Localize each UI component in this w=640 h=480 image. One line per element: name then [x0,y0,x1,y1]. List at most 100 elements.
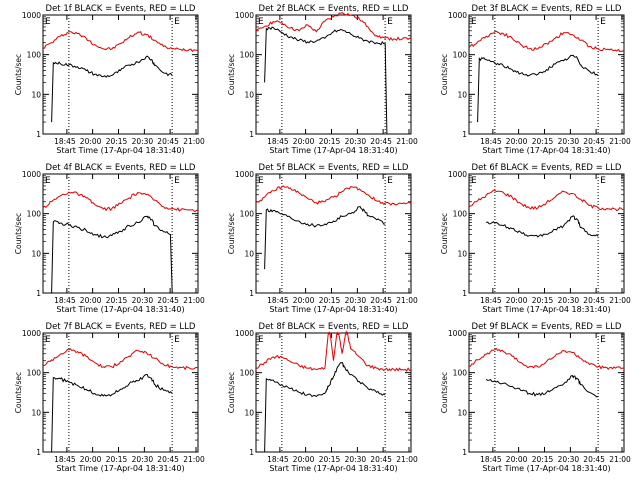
x-tick-label: 21:00 [183,137,205,146]
x-tick-label: 21:00 [183,296,205,305]
x-tick-label: 20:15 [319,455,341,464]
marker-label-end: E [174,335,180,345]
marker-label-start: E [471,17,477,27]
y-tick-label: 1 [249,448,254,457]
detector-panel-8: Det 8f BLACK = Events, RED = LLD E E 1 10 100… [227,322,418,473]
x-axis-label: Start Time (17-Apr-04 18:31:40) [482,146,610,155]
x-tick-label: 20:00 [506,296,528,305]
x-tick-label: 20:30 [558,296,580,305]
y-tick-label: 1000 [235,170,254,179]
x-tick-label: 20:30 [558,455,580,464]
y-tick-label: 1000 [22,170,41,179]
y-axis-label: Counts/sec [227,54,236,95]
marker-label-start: E [45,17,51,27]
marker-label-start: E [471,335,477,345]
x-tick-label: 18:45 [480,137,502,146]
series-events-line [264,361,386,453]
x-tick-label: 20:15 [106,137,128,146]
x-axis-label: Start Time (17-Apr-04 18:31:40) [482,305,610,314]
x-tick-label: 20:45 [370,455,392,464]
panel-title: Det 6f BLACK = Events, RED = LLD [472,163,622,173]
x-tick-label: 20:30 [345,137,367,146]
series-lld-line [468,189,625,212]
plot-frame [468,173,625,294]
series-lld-line [255,185,412,206]
detector-panel-4: Det 4f BLACK = Events, RED = LLD E E 1 10 100… [14,163,205,314]
x-tick-label: 21:00 [396,296,418,305]
y-tick-label: 1 [462,289,467,298]
x-tick-label: 21:00 [396,455,418,464]
x-tick-label: 20:45 [157,455,179,464]
series-events-line [486,215,599,238]
x-axis-label: Start Time (17-Apr-04 18:31:40) [56,464,184,473]
x-tick-label: 18:45 [480,455,502,464]
y-tick-label: 1 [36,289,41,298]
panel-title: Det 4f BLACK = Events, RED = LLD [46,163,196,173]
y-axis-label: Counts/sec [227,372,236,413]
x-tick-label: 20:45 [157,296,179,305]
plot-frame [468,14,625,135]
series-lld-line [468,347,624,370]
series-lld-line [42,191,199,213]
panel-title: Det 8f BLACK = Events, RED = LLD [259,322,409,332]
x-tick-label: 20:00 [293,296,315,305]
y-tick-label: 100 [240,369,255,378]
panel-title: Det 3f BLACK = Events, RED = LLD [472,4,622,14]
series-events-line [485,374,599,398]
x-tick-label: 20:30 [345,455,367,464]
y-tick-label: 10 [244,408,254,417]
series-events-line [477,54,599,123]
y-tick-label: 10 [244,249,254,258]
x-axis-label: Start Time (17-Apr-04 18:31:40) [482,464,610,473]
x-tick-label: 20:45 [370,296,392,305]
x-axis-label: Start Time (17-Apr-04 18:31:40) [269,146,397,155]
y-axis-label: Counts/sec [14,213,23,254]
marker-label-end: E [600,335,606,345]
x-tick-label: 21:00 [609,296,631,305]
y-tick-label: 10 [31,249,41,258]
series-lld-line [255,330,412,372]
marker-label-end: E [174,17,180,27]
y-axis-label: Counts/sec [440,372,449,413]
y-tick-label: 1 [462,448,467,457]
y-axis-label: Counts/sec [14,54,23,95]
x-tick-label: 20:30 [132,455,154,464]
y-tick-label: 100 [453,51,468,60]
marker-label-start: E [258,176,264,186]
marker-label-start: E [45,176,51,186]
series-lld-line [42,31,199,53]
marker-label-end: E [600,176,606,186]
panel-title: Det 5f BLACK = Events, RED = LLD [259,163,409,173]
y-tick-label: 1 [249,130,254,139]
y-axis-label: Counts/sec [14,372,23,413]
x-tick-label: 20:45 [583,455,605,464]
x-tick-label: 20:00 [293,455,315,464]
x-tick-label: 20:15 [319,137,341,146]
detector-panel-3: Det 3f BLACK = Events, RED = LLD E E 1 10 100… [440,4,631,155]
detector-panel-2: Det 2f BLACK = Events, RED = LLD E E 1 10 100… [227,4,418,155]
y-tick-label: 1 [462,130,467,139]
marker-label-start: E [471,176,477,186]
x-axis-label: Start Time (17-Apr-04 18:31:40) [269,305,397,314]
marker-label-end: E [600,17,606,27]
y-tick-label: 1 [36,130,41,139]
detector-panel-6: Det 6f BLACK = Events, RED = LLD E E 1 10 100… [440,163,631,314]
series-events-line [264,206,386,270]
y-axis-label: Counts/sec [227,213,236,254]
plot-frame [42,173,199,294]
y-tick-label: 1 [36,448,41,457]
y-tick-label: 100 [27,369,42,378]
x-axis-label: Start Time (17-Apr-04 18:31:40) [269,464,397,473]
series-lld-line [42,348,199,371]
x-tick-label: 20:00 [80,455,102,464]
marker-label-end: E [387,176,393,186]
y-axis-label: Counts/sec [440,213,449,254]
y-axis-label: Counts/sec [440,54,449,95]
y-tick-label: 1000 [235,11,254,20]
x-tick-label: 18:45 [267,455,289,464]
series-events-line [264,26,388,135]
x-tick-label: 18:45 [54,137,76,146]
detector-panel-5: Det 5f BLACK = Events, RED = LLD E E 1 10 100… [227,163,418,314]
y-tick-label: 100 [27,51,42,60]
